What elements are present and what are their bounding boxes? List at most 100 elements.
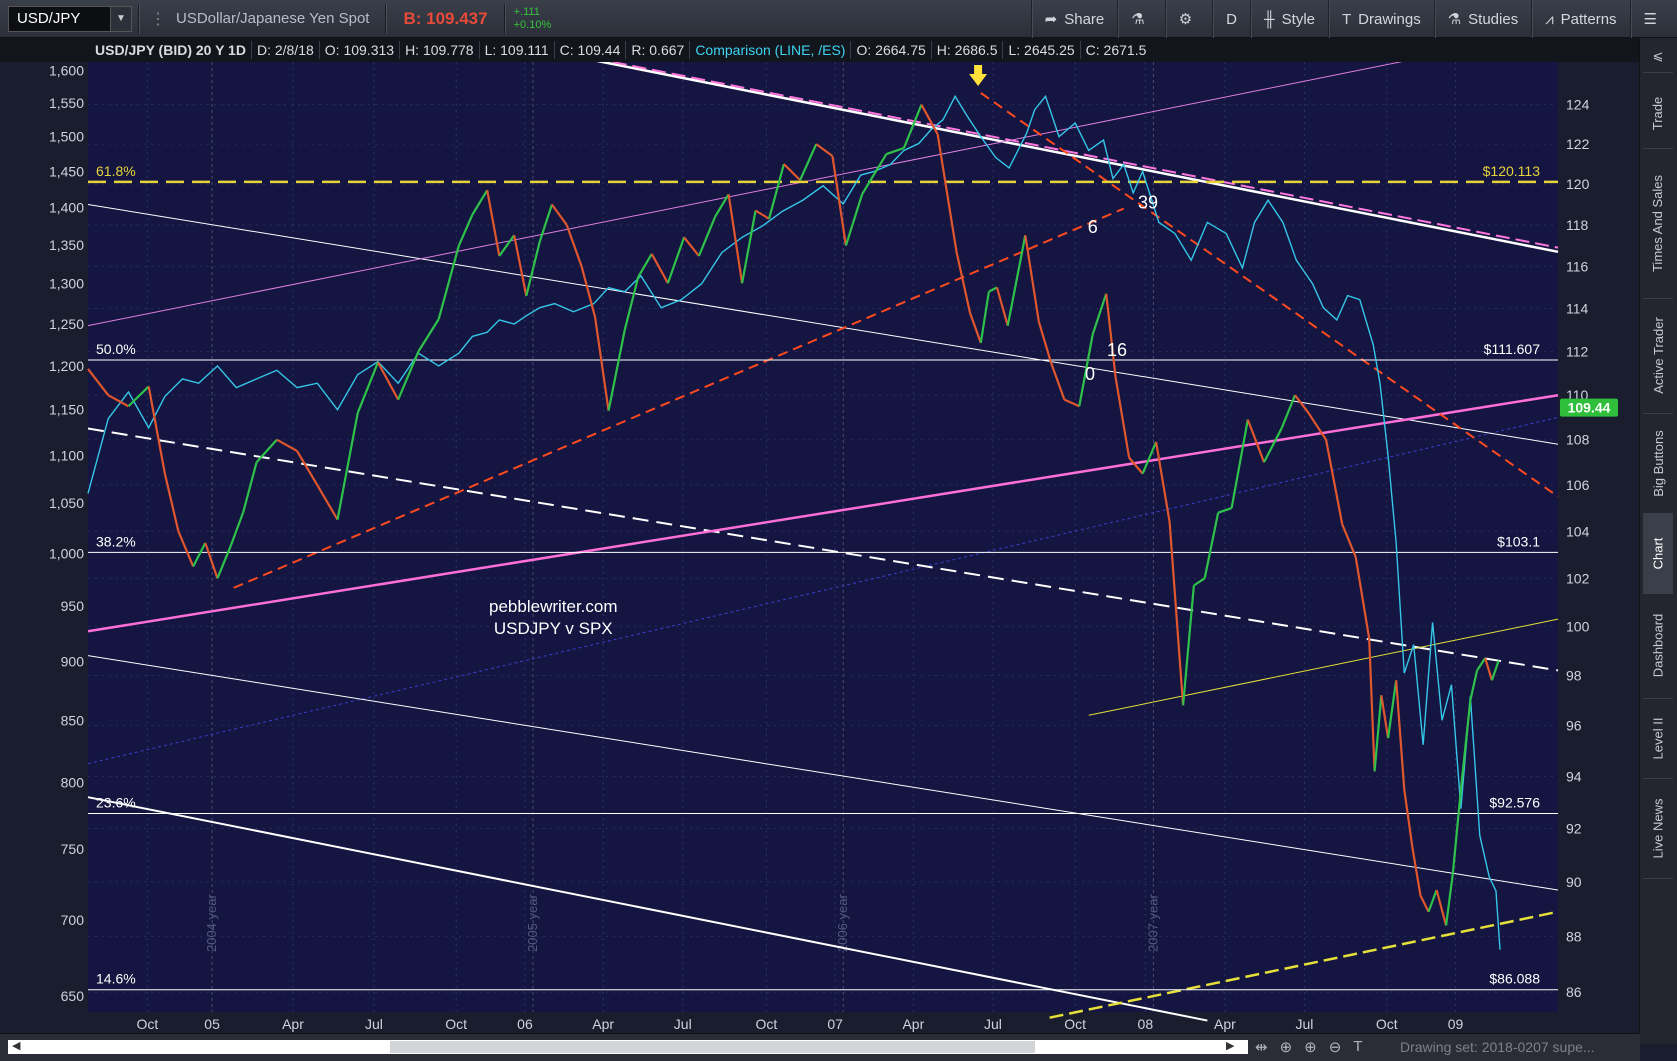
text-tool-icon[interactable]: T: [1353, 1038, 1363, 1055]
usdjpy-segment: [296, 450, 319, 486]
left-axis-tick: 1,100: [49, 447, 84, 463]
usdjpy-segment: [1049, 361, 1066, 401]
tab-active-trader[interactable]: Active Trader: [1643, 298, 1673, 414]
usdjpy-segment: [1128, 457, 1144, 475]
trendline: [980, 92, 1559, 498]
usdjpy-segment: [1063, 398, 1080, 408]
zoom-in-icon[interactable]: ⊕: [1304, 1039, 1317, 1056]
usdjpy-segment: [397, 351, 420, 401]
collapse-panel-button[interactable]: ⩽: [1643, 40, 1673, 73]
usdjpy-segment: [1386, 680, 1398, 739]
gear-icon: ⚙: [1178, 11, 1193, 28]
expand-icon[interactable]: ⇹: [1255, 1039, 1268, 1056]
usdjpy-segment: [457, 214, 474, 247]
usdjpy-segment: [513, 235, 528, 297]
x-tick-label: 05: [204, 1016, 220, 1032]
scroll-right-icon[interactable]: ▶: [1226, 1040, 1235, 1052]
usdjpy-segment: [754, 209, 770, 220]
right-axis-tick: 96: [1566, 717, 1582, 733]
left-axis-tick: 1,200: [49, 358, 84, 374]
left-axis-tick: 650: [61, 988, 85, 1004]
tab-dashboard[interactable]: Dashboard: [1643, 593, 1673, 699]
studies-button[interactable]: ⚗ Studies: [1433, 0, 1532, 38]
price-chart[interactable]: Oct 05 Apr Jul Oct 06 Apr Jul Oct 07 Apr Jul Oct 08 Ap…: [0, 62, 1640, 1033]
tab-chart[interactable]: Chart: [1643, 513, 1673, 594]
usdjpy-segment: [437, 245, 460, 320]
scroll-thumb[interactable]: [390, 1041, 1035, 1053]
wave-annotation: 39: [1138, 193, 1158, 213]
left-axis-tick: 800: [61, 775, 85, 791]
usdjpy-segment: [1203, 512, 1220, 579]
right-axis-tick: 118: [1566, 217, 1589, 233]
menu-button[interactable]: ☰: [1629, 0, 1677, 38]
trendline: [87, 62, 1403, 327]
year-marker-label: 2004 year: [204, 894, 219, 952]
right-axis-tick: 106: [1566, 477, 1590, 493]
usdjpy-segment: [1181, 585, 1195, 706]
right-axis-tick: 108: [1566, 432, 1590, 448]
usdjpy-segment: [471, 189, 489, 216]
chevron-down-icon[interactable]: ▼: [110, 6, 131, 31]
drawing-set-label[interactable]: Drawing set: 2018-0207 supe...: [1400, 1039, 1595, 1055]
usdjpy-segment: [336, 412, 359, 520]
usdjpy-segment: [1469, 670, 1479, 701]
share-button[interactable]: ➦ Share: [1030, 0, 1118, 38]
left-axis-tick: 900: [61, 654, 85, 670]
usdjpy-segment: [979, 291, 990, 344]
usdjpy-segment: [1114, 377, 1131, 458]
trendline: [233, 207, 1125, 589]
pattern-icon: ⩘: [1545, 10, 1554, 28]
patterns-button[interactable]: ⩘ Patterns: [1531, 0, 1629, 38]
right-axis-tick: 120: [1566, 176, 1590, 192]
x-tick-label: Jul: [984, 1016, 1002, 1032]
settings-button[interactable]: ⚙: [1164, 0, 1212, 38]
usdjpy-segment: [1141, 441, 1158, 475]
tab-big-buttons[interactable]: Big Buttons: [1643, 413, 1673, 514]
crosshair-icon[interactable]: ⊕: [1279, 1039, 1293, 1056]
last-price-badge: [1560, 398, 1618, 417]
aggregation-button[interactable]: D: [1212, 0, 1250, 38]
usdjpy-segment: [1105, 293, 1117, 378]
fib-level-price: $92.576: [1489, 794, 1540, 810]
right-axis-tick: 86: [1566, 984, 1582, 1000]
usdjpy-segment: [177, 530, 195, 567]
left-axis-tick: 1,000: [49, 545, 84, 561]
usdjpy-segment: [714, 193, 730, 218]
usdjpy-segment: [1217, 507, 1232, 514]
grip-icon[interactable]: ⋮: [150, 10, 166, 28]
right-axis-tick: 116: [1566, 258, 1589, 274]
usdjpy-segment: [107, 394, 129, 408]
scroll-left-icon[interactable]: ◀: [12, 1040, 21, 1052]
usdjpy-segment: [1419, 894, 1430, 913]
info-range: R: 0.667: [626, 41, 691, 59]
x-tick-label: Oct: [755, 1016, 777, 1032]
x-tick-label: 09: [1448, 1016, 1464, 1032]
left-axis-tick: 950: [61, 598, 85, 614]
usdjpy-segment: [580, 266, 597, 318]
drawings-button[interactable]: T Drawings: [1328, 0, 1434, 38]
usdjpy-segment: [955, 251, 972, 314]
tab-live-news[interactable]: Live News: [1643, 778, 1673, 879]
percent-change: +0.10%: [513, 18, 552, 31]
trendline: [87, 203, 1559, 445]
usdjpy-segment: [229, 512, 245, 546]
left-axis-tick: 1,050: [49, 495, 84, 511]
x-tick-label: 06: [517, 1016, 533, 1032]
tab-times-and-sales[interactable]: Times And Sales: [1643, 148, 1673, 299]
usdjpy-segment: [1307, 412, 1327, 441]
fib-level-price: $120.113: [1483, 163, 1541, 179]
chart-info-bar: USD/JPY (BID) 20 Y 1D D: 2/8/18 O: 109.3…: [0, 38, 1640, 62]
usdjpy-segment: [1006, 235, 1027, 326]
left-axis-tick: 700: [61, 912, 85, 928]
share-icon: ➦: [1044, 11, 1058, 28]
symbol-selector[interactable]: USD/JPY ▼: [8, 5, 132, 32]
style-button[interactable]: ╫ Style: [1250, 0, 1328, 38]
tab-trade[interactable]: Trade: [1643, 78, 1673, 149]
last-price-label: 109.44: [1568, 400, 1611, 416]
usdjpy-segment: [1427, 889, 1438, 913]
flask-button[interactable]: ⚗: [1117, 0, 1164, 38]
x-tick-label: 07: [827, 1016, 843, 1032]
zoom-out-icon[interactable]: ⊖: [1328, 1039, 1342, 1056]
right-axis-tick: 102: [1566, 570, 1590, 586]
tab-level-ii[interactable]: Level II: [1643, 698, 1673, 779]
